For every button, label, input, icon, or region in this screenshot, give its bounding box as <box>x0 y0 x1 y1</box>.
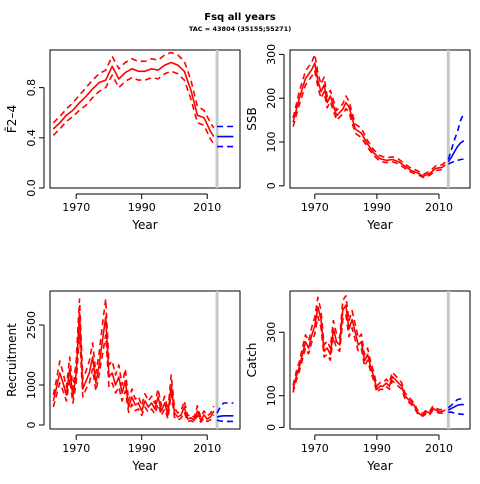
projection-lower-line <box>216 419 234 423</box>
y-tick-label: 0 <box>25 422 38 429</box>
y-tick-label: 0.8 <box>25 79 38 97</box>
panel-1: 1970 1990 2010 Year 0.0 0.4 0.8 F̄2–4 <box>5 49 241 232</box>
plot-frame <box>289 290 471 430</box>
history-median-line <box>292 304 446 416</box>
y-tick-label: 100 <box>265 385 278 406</box>
y-tick-label: 1000 <box>25 371 38 399</box>
projection-median-line <box>447 140 465 163</box>
x-axis-label: Year <box>131 218 157 232</box>
history-lower-line <box>52 70 215 145</box>
projection-median-line <box>447 403 464 411</box>
y-axis-label: Recruitment <box>5 323 19 397</box>
projection-upper-line <box>216 402 234 414</box>
x-tick-label: 2010 <box>193 442 221 455</box>
x-tick-label: 1990 <box>128 201 156 214</box>
figure-title: Fsq all years <box>204 12 275 23</box>
plot-frame <box>289 49 471 189</box>
panel-4: 1970 1990 2010 Year 0 100 300 Catch <box>245 290 471 473</box>
y-tick-label: 100 <box>265 132 278 153</box>
figure-subtitle: TAC = 43804 (35155;55271) <box>189 25 291 33</box>
projection-lower-line <box>448 411 464 416</box>
projection-median-line <box>216 414 234 418</box>
x-tick-label: 1970 <box>301 442 329 455</box>
panel-2: 1970 1990 2010 Year 0 100 200 300 SSB <box>245 44 471 232</box>
projection-upper-line <box>447 113 465 160</box>
history-lower-line <box>292 70 446 179</box>
y-tick-label: 200 <box>265 88 278 109</box>
x-tick-label: 1970 <box>301 201 329 214</box>
y-tick-label: 0.0 <box>25 179 38 197</box>
x-axis-label: Year <box>366 459 392 473</box>
history-lower-line <box>292 313 446 417</box>
y-axis-label: Catch <box>245 343 259 378</box>
history-median-line <box>292 62 446 177</box>
x-axis-label: Year <box>366 218 392 232</box>
x-tick-label: 1990 <box>363 201 391 214</box>
history-upper-line <box>292 294 446 414</box>
y-tick-label: 300 <box>265 44 278 65</box>
x-tick-label: 1970 <box>62 442 90 455</box>
y-tick-label: 300 <box>265 322 278 343</box>
y-axis-label: F̄2–4 <box>5 105 19 133</box>
x-tick-label: 1970 <box>62 201 90 214</box>
x-tick-label: 2010 <box>425 442 453 455</box>
plot-frame <box>49 49 241 189</box>
y-tick-label: 2500 <box>25 311 38 339</box>
y-tick-label: 0.4 <box>25 129 38 147</box>
y-tick-label: 0 <box>265 182 278 189</box>
history-median-line <box>52 312 215 422</box>
x-tick-label: 1990 <box>363 442 391 455</box>
history-upper-line <box>52 51 215 129</box>
projection-upper-line <box>447 398 464 409</box>
history-upper-line <box>292 53 446 176</box>
panel-3: 1970 1990 2010 Year 0 1000 2500 Recruitment <box>5 290 241 473</box>
y-axis-label: SSB <box>245 107 259 130</box>
history-upper-line <box>52 298 215 419</box>
x-tick-label: 1990 <box>128 442 156 455</box>
plot-frame <box>49 290 241 430</box>
x-tick-label: 2010 <box>425 201 453 214</box>
projection-lower-line <box>447 158 464 165</box>
history-median-line <box>52 61 215 138</box>
x-axis-label: Year <box>131 459 157 473</box>
x-tick-label: 2010 <box>193 201 221 214</box>
y-tick-label: 0 <box>265 424 278 431</box>
